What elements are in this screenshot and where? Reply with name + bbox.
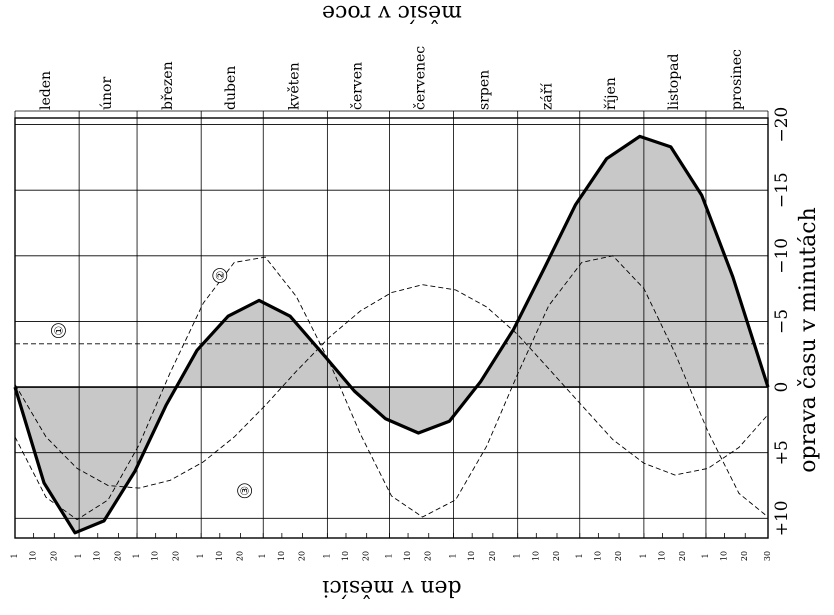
series-marker-label: ③: [239, 486, 252, 496]
day-tick-label: 1: [639, 553, 648, 558]
month-label: červenec: [412, 46, 428, 110]
day-tick-label: 20: [49, 551, 58, 561]
y-tick-label: −15: [772, 172, 792, 208]
day-tick-label: 1: [74, 553, 83, 558]
day-tick-label: 10: [593, 551, 602, 561]
day-tick-label: 20: [362, 551, 371, 561]
month-label: září: [540, 83, 556, 110]
right-axis-title: oprava času v minutách: [796, 207, 821, 473]
month-label: květen: [286, 62, 302, 110]
day-tick-label: 1: [449, 553, 458, 558]
month-label: duben: [223, 66, 239, 110]
day-tick-label: 20: [235, 551, 244, 561]
bottom-axis-title: den v měsíci: [322, 575, 461, 600]
day-tick-label: 1: [513, 553, 522, 558]
month-label: listopad: [666, 53, 682, 110]
y-tick-label: −5: [772, 309, 792, 334]
day-tick-label: 20: [171, 551, 180, 561]
day-tick-label: 20: [614, 551, 623, 561]
day-tick-label: 10: [531, 551, 540, 561]
day-tick-label: 20: [113, 551, 122, 561]
day-tick-label: 1: [10, 553, 19, 558]
day-tick-label: 10: [403, 551, 412, 561]
day-tick-label: 10: [720, 551, 729, 561]
day-tick-label: 1: [322, 553, 331, 558]
day-tick-label: 10: [341, 551, 350, 561]
day-tick-label: 10: [93, 551, 102, 561]
month-label: únor: [99, 77, 115, 110]
y-tick-label: −20: [772, 107, 792, 143]
component-curve: [14, 284, 769, 489]
plot-area: +10 +5 0 −5 −10 −15 −20 leden únor březen duben kvě…: [10, 46, 792, 561]
day-tick-label: 30: [763, 551, 772, 561]
day-tick-label: 20: [552, 551, 561, 561]
day-tick-label: 10: [215, 551, 224, 561]
month-label: říjen: [603, 77, 619, 110]
day-tick-label: 10: [29, 551, 38, 561]
day-tick-label: 20: [298, 551, 307, 561]
y-tick-label: +5: [772, 440, 792, 465]
day-tick-label: 1: [701, 553, 710, 558]
day-tick-label: 10: [467, 551, 476, 561]
month-label: červen: [349, 62, 365, 110]
day-tick-label: 10: [277, 551, 286, 561]
day-tick-label: 20: [678, 551, 687, 561]
series-marker-label: ①: [52, 326, 65, 336]
series-marker: [237, 483, 253, 499]
day-tick-label: 1: [258, 553, 267, 558]
series-marker-label: ②: [214, 270, 227, 280]
day-tick-label: 1: [132, 553, 141, 558]
day-tick-label: 1: [575, 553, 584, 558]
series-marker: [51, 323, 66, 339]
series-marker: [212, 268, 228, 283]
component-curve: [14, 255, 769, 521]
month-label: březen: [160, 61, 176, 110]
main-curve: [13, 134, 770, 535]
main-curve-area: [15, 136, 768, 533]
y-tick-label: +10: [772, 500, 792, 536]
plot-border: [14, 117, 769, 539]
day-tick-label: 10: [151, 551, 160, 561]
day-tick-label: 1: [196, 553, 205, 558]
y-tick-label: −10: [772, 238, 792, 274]
day-tick-label: 20: [424, 551, 433, 561]
y-tick-label: 0: [772, 382, 792, 393]
month-label: prosinec: [729, 49, 745, 110]
month-label: leden: [38, 71, 54, 110]
day-tick-label: 1: [384, 553, 393, 558]
month-label: srpen: [477, 70, 493, 110]
day-tick-label: 20: [740, 551, 749, 561]
day-tick-label: 20: [488, 551, 497, 561]
top-axis-title: měsíc v roce: [322, 0, 462, 25]
day-tick-label: 10: [657, 551, 666, 561]
